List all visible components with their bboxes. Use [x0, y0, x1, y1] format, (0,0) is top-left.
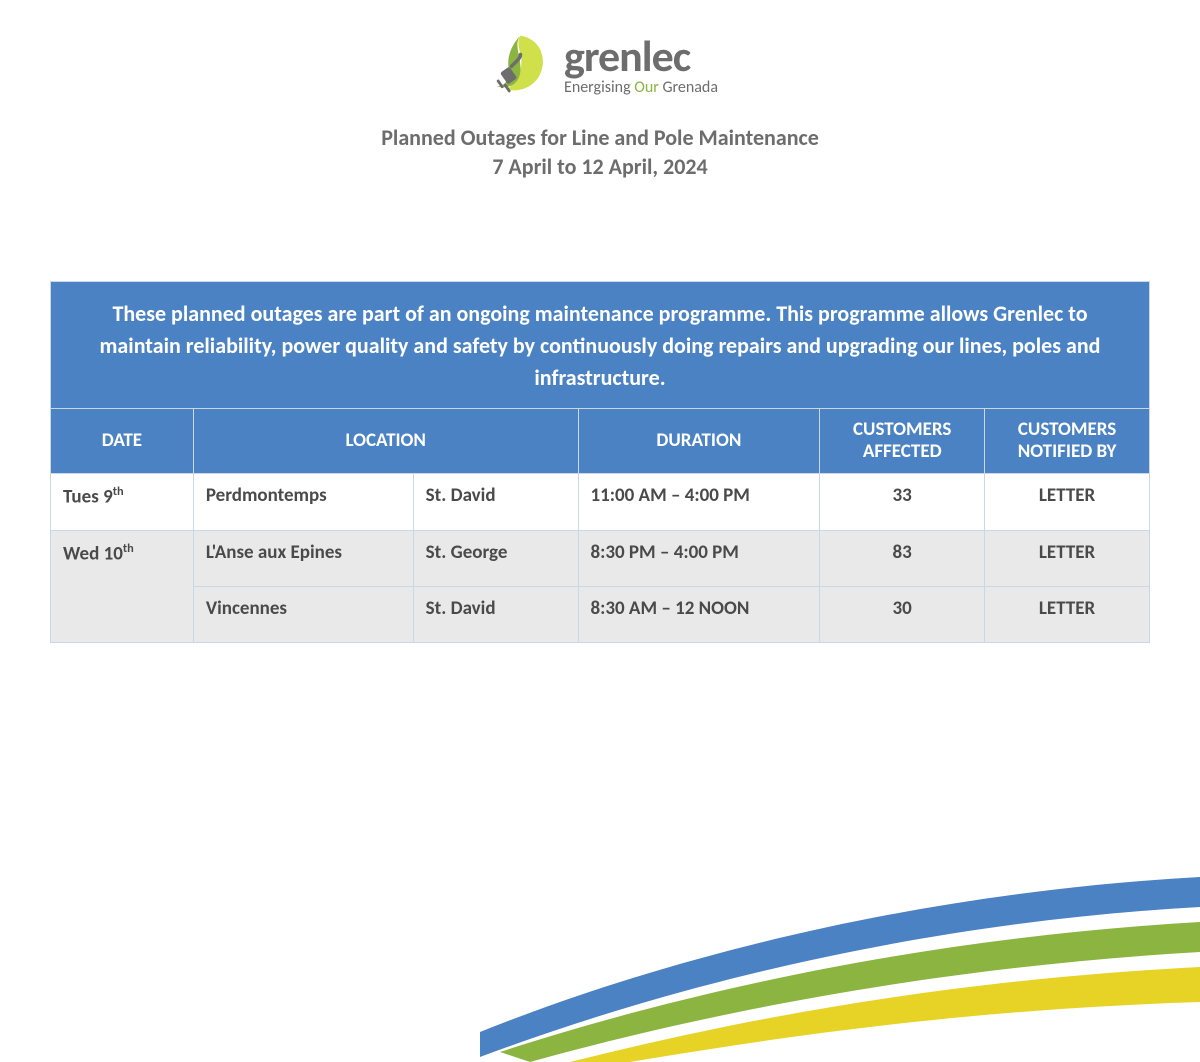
cell-date: Tues 9th [51, 473, 194, 530]
cell-area: Perdmontemps [193, 473, 413, 530]
date-suffix: th [113, 484, 124, 499]
heading-line-2: 7 April to 12 April, 2024 [0, 153, 1200, 182]
date-day: Wed 10 [63, 542, 123, 565]
logo-text: grenlec Energising Our Grenada [564, 34, 718, 96]
cell-duration: 11:00 AM – 4:00 PM [578, 473, 820, 530]
table-banner: These planned outages are part of an ong… [50, 281, 1150, 408]
outage-table: DATE LOCATION DURATION CUSTOMERS AFFECTE… [50, 408, 1150, 643]
cell-area: L'Anse aux Epines [193, 530, 413, 586]
cell-duration: 8:30 AM – 12 NOON [578, 586, 820, 642]
cell-notified: LETTER [985, 586, 1150, 642]
cell-affected: 33 [820, 473, 985, 530]
table-row: Vincennes St. David 8:30 AM – 12 NOON 30… [51, 586, 1150, 642]
tagline-accent: Our [634, 78, 662, 97]
cell-parish: St. David [413, 586, 578, 642]
leaf-plug-icon [482, 30, 552, 100]
cell-affected: 30 [820, 586, 985, 642]
cell-affected: 83 [820, 530, 985, 586]
col-duration: DURATION [578, 408, 820, 473]
cell-duration: 8:30 PM – 4:00 PM [578, 530, 820, 586]
cell-parish: St. George [413, 530, 578, 586]
heading-line-1: Planned Outages for Line and Pole Mainte… [0, 124, 1200, 153]
cell-area: Vincennes [193, 586, 413, 642]
page-heading: Planned Outages for Line and Pole Mainte… [0, 124, 1200, 181]
table-head: DATE LOCATION DURATION CUSTOMERS AFFECTE… [51, 408, 1150, 473]
cell-notified: LETTER [985, 473, 1150, 530]
document-page: grenlec Energising Our Grenada Planned O… [0, 0, 1200, 1062]
tagline-prefix: Energising [564, 78, 634, 97]
table-row: Wed 10th L'Anse aux Epines St. George 8:… [51, 530, 1150, 586]
table-row: Tues 9th Perdmontemps St. David 11:00 AM… [51, 473, 1150, 530]
col-location: LOCATION [193, 408, 578, 473]
brand-tagline: Energising Our Grenada [564, 80, 718, 96]
outage-table-wrap: These planned outages are part of an ong… [50, 281, 1150, 643]
cell-parish: St. David [413, 473, 578, 530]
col-notified: CUSTOMERS NOTIFIED BY [985, 408, 1150, 473]
cell-date: Wed 10th [51, 530, 194, 642]
col-date: DATE [51, 408, 194, 473]
tagline-suffix: Grenada [662, 78, 718, 97]
table-body: Tues 9th Perdmontemps St. David 11:00 AM… [51, 473, 1150, 642]
brand-name: grenlec [564, 34, 718, 78]
date-suffix: th [123, 541, 134, 556]
logo-block: grenlec Energising Our Grenada [0, 0, 1200, 100]
swoosh-graphic [480, 852, 1200, 1062]
date-day: Tues 9 [63, 485, 113, 508]
cell-notified: LETTER [985, 530, 1150, 586]
col-affected: CUSTOMERS AFFECTED [820, 408, 985, 473]
